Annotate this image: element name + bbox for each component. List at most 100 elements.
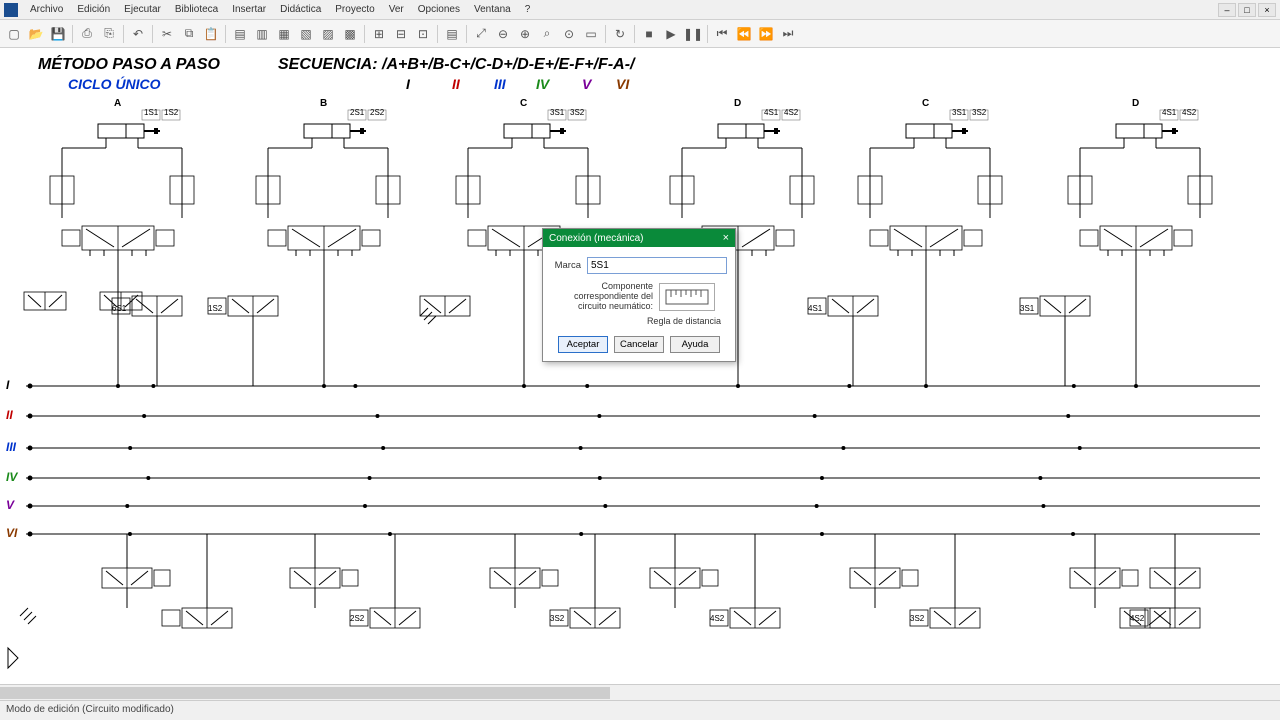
open-icon[interactable]: 📂: [26, 24, 46, 44]
sensor-label: 4S2: [784, 108, 798, 117]
ruler-icon: [665, 287, 709, 307]
save-icon[interactable]: 💾: [48, 24, 68, 44]
sensor-label: 3S2: [972, 108, 986, 117]
menu-proyecto[interactable]: Proyecto: [329, 2, 380, 17]
cut-icon[interactable]: ✂: [157, 24, 177, 44]
bus-label: VI: [6, 526, 17, 540]
minimize-icon[interactable]: –: [1218, 3, 1236, 17]
circuit-canvas[interactable]: MÉTODO PASO A PASO CICLO ÚNICO SECUENCIA…: [0, 48, 1280, 680]
sensor-label: 1S2: [164, 108, 178, 117]
dialog-titlebar[interactable]: Conexión (mecánica) ×: [543, 229, 735, 247]
sensor-label: 2S1: [350, 108, 364, 117]
scrollbar-thumb[interactable]: [0, 687, 610, 699]
stop-icon[interactable]: ■: [639, 24, 659, 44]
sensor-label: 1S1: [144, 108, 158, 117]
menu-ejecutar[interactable]: Ejecutar: [118, 2, 167, 17]
menu-didactica[interactable]: Didáctica: [274, 2, 327, 17]
copy-icon[interactable]: ⧉: [179, 24, 199, 44]
menubar: Archivo Edición Ejecutar Biblioteca Inse…: [0, 0, 1280, 20]
bus-label: I: [6, 378, 9, 392]
component-preview[interactable]: [659, 283, 715, 311]
align-l-icon[interactable]: ▤: [230, 24, 250, 44]
sensor-label: 4S1: [764, 108, 778, 117]
menu-ventana[interactable]: Ventana: [468, 2, 517, 17]
menu-biblioteca[interactable]: Biblioteca: [169, 2, 224, 17]
marker-label: 4S1: [808, 304, 822, 313]
pause-icon[interactable]: ❚❚: [683, 24, 703, 44]
menu-help[interactable]: ?: [519, 2, 537, 17]
grid1-icon[interactable]: ⊞: [369, 24, 389, 44]
bus-label: III: [6, 440, 16, 454]
cylinder-label: C: [922, 98, 929, 109]
dialog-title: Conexión (mecánica): [549, 233, 644, 244]
menu-opciones[interactable]: Opciones: [412, 2, 466, 17]
zoom-100-icon[interactable]: ⊙: [559, 24, 579, 44]
seq-label: IV: [536, 76, 549, 92]
align-m-icon[interactable]: ▩: [340, 24, 360, 44]
menu-insertar[interactable]: Insertar: [226, 2, 272, 17]
marker-label: 6S1: [112, 304, 126, 313]
cancel-button[interactable]: Cancelar: [614, 336, 664, 353]
lower-label: 4S2: [710, 614, 724, 623]
marca-input[interactable]: [587, 257, 727, 274]
menu-ver[interactable]: Ver: [383, 2, 410, 17]
lower-label: 3S2: [910, 614, 924, 623]
seq-label: III: [494, 76, 506, 92]
bus-label: IV: [6, 470, 17, 484]
sensor-label: 4S2: [1182, 108, 1196, 117]
help-button[interactable]: Ayuda: [670, 336, 720, 353]
menu-archivo[interactable]: Archivo: [24, 2, 69, 17]
zoom-fit-icon[interactable]: ⤢: [471, 24, 491, 44]
seq-label: II: [452, 76, 460, 92]
bus-label: V: [6, 498, 14, 512]
zoom-out-icon[interactable]: ⊖: [493, 24, 513, 44]
toolbar: ▢ 📂 💾 ⎙ ⎘ ↶ ✂ ⧉ 📋 ▤ ▥ ▦ ▧ ▨ ▩ ⊞ ⊟ ⊡ ▤ ⤢ …: [0, 20, 1280, 48]
seq-label: V: [582, 76, 591, 92]
ok-button[interactable]: Aceptar: [558, 336, 608, 353]
cylinder-label: B: [320, 98, 327, 109]
distance-rule[interactable]: Regla de distancia: [551, 316, 727, 326]
first-icon[interactable]: ⏮: [712, 24, 732, 44]
seq-label: I: [406, 76, 410, 92]
sensor-label: 4S1: [1162, 108, 1176, 117]
grid3-icon[interactable]: ⊡: [413, 24, 433, 44]
cylinder-label: D: [1132, 98, 1139, 109]
align-c-icon[interactable]: ▨: [318, 24, 338, 44]
app-logo-icon: [4, 3, 18, 17]
new-icon[interactable]: ▢: [4, 24, 24, 44]
cylinder-label: A: [114, 98, 121, 109]
print-icon[interactable]: ⎙: [77, 24, 97, 44]
cylinder-label: D: [734, 98, 741, 109]
sensor-label: 3S1: [550, 108, 564, 117]
zoom-sel-icon[interactable]: ⌕: [537, 24, 557, 44]
bus-label: II: [6, 408, 13, 422]
zoom-page-icon[interactable]: ▭: [581, 24, 601, 44]
doc-icon[interactable]: ▤: [442, 24, 462, 44]
menu-edicion[interactable]: Edición: [71, 2, 116, 17]
dialog-close-icon[interactable]: ×: [723, 232, 729, 244]
grid2-icon[interactable]: ⊟: [391, 24, 411, 44]
status-bar: Modo de edición (Circuito modificado): [0, 700, 1280, 720]
seq-label: VI: [616, 76, 629, 92]
sensor-label: 3S2: [570, 108, 584, 117]
undo-icon[interactable]: ↶: [128, 24, 148, 44]
circuit-svg: [0, 48, 1280, 680]
next-icon[interactable]: ⏩: [756, 24, 776, 44]
maximize-icon[interactable]: □: [1238, 3, 1256, 17]
cylinder-label: C: [520, 98, 527, 109]
align-t-icon[interactable]: ▦: [274, 24, 294, 44]
connection-dialog: Conexión (mecánica) × Marca Componente c…: [542, 228, 736, 362]
play-icon[interactable]: ▶: [661, 24, 681, 44]
preview-icon[interactable]: ⎘: [99, 24, 119, 44]
prev-icon[interactable]: ⏪: [734, 24, 754, 44]
paste-icon[interactable]: 📋: [201, 24, 221, 44]
last-icon[interactable]: ⏭: [778, 24, 798, 44]
marca-label: Marca: [551, 260, 581, 271]
horizontal-scrollbar[interactable]: [0, 684, 1280, 700]
align-b-icon[interactable]: ▧: [296, 24, 316, 44]
zoom-in-icon[interactable]: ⊕: [515, 24, 535, 44]
align-r-icon[interactable]: ▥: [252, 24, 272, 44]
refresh-icon[interactable]: ↻: [610, 24, 630, 44]
close-icon[interactable]: ×: [1258, 3, 1276, 17]
sensor-label: 2S2: [370, 108, 384, 117]
